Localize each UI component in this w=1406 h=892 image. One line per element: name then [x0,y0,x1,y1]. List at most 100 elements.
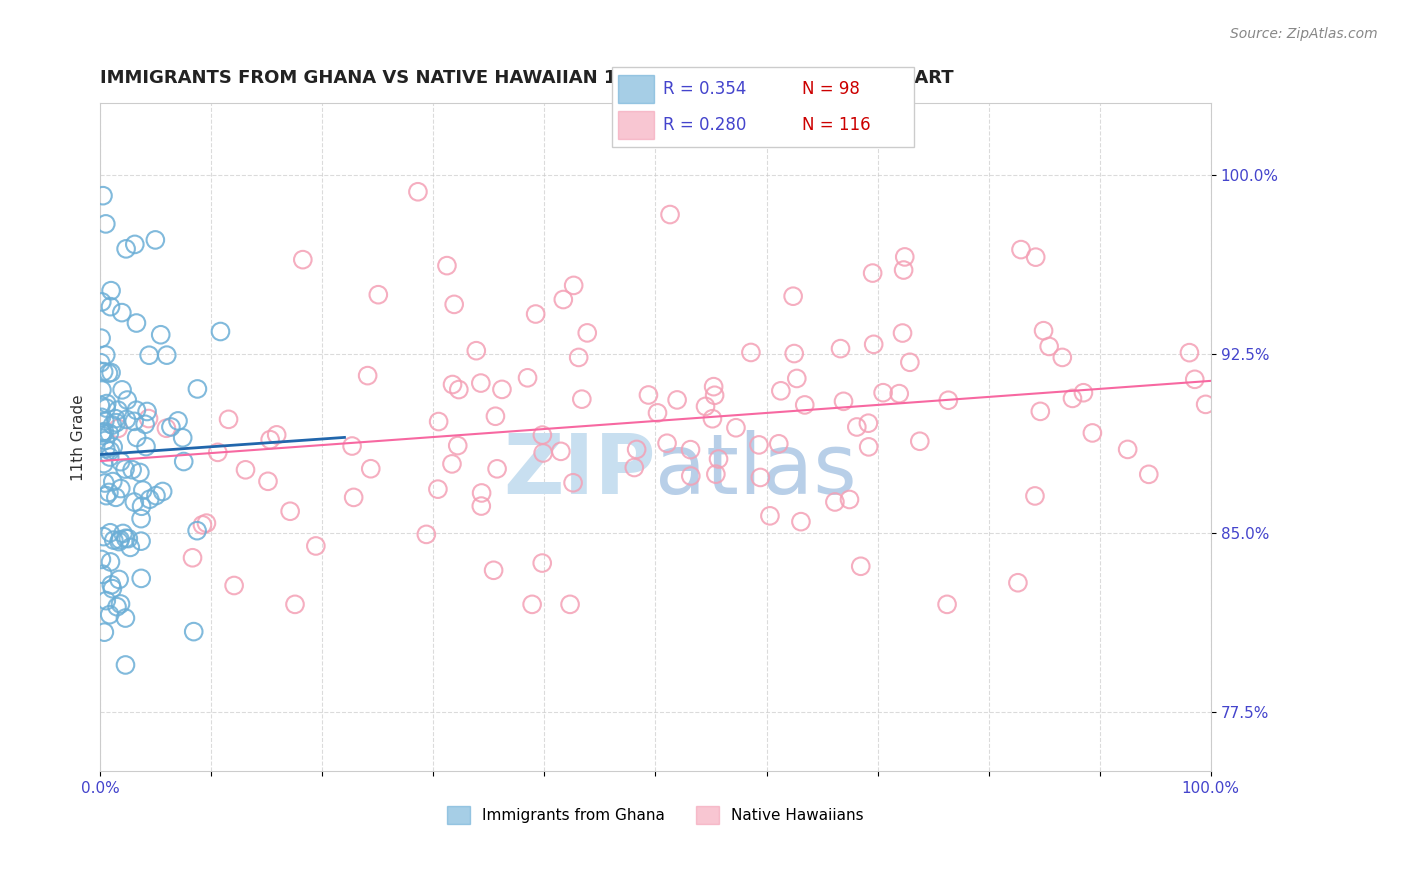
Point [90,552,112,566]
Point [160,420,183,434]
Point [898,355,921,369]
Point [120,541,142,555]
Point [562,475,585,490]
Point [93,457,115,471]
Point [702,411,724,425]
Text: N = 98: N = 98 [801,79,860,97]
Point [129,534,152,549]
Point [98,607,121,622]
Point [491,383,513,397]
Point [125,430,148,444]
Point [647,406,669,420]
Point [122,414,145,428]
Point [1137,467,1160,482]
FancyBboxPatch shape [617,75,654,103]
Point [553,293,575,307]
Point [740,345,762,359]
Point [93,365,115,379]
Point [520,598,543,612]
Point [138,348,160,362]
Point [470,376,492,390]
Point [110,597,132,611]
Point [1052,351,1074,365]
Point [1029,404,1052,418]
Text: R = 0.280: R = 0.280 [664,116,747,134]
Point [167,414,190,428]
Point [131,500,153,514]
Point [115,242,138,256]
Point [858,416,880,430]
Point [558,598,581,612]
Point [360,461,382,475]
Point [91,425,114,440]
Point [1038,339,1060,353]
Point [1032,324,1054,338]
Point [786,371,808,385]
Point [531,428,554,442]
Point [443,297,465,311]
Point [531,446,554,460]
Point [470,499,492,513]
Point [524,307,547,321]
Point [291,252,314,267]
Point [100,555,122,569]
Point [824,495,846,509]
Point [125,316,148,330]
Point [266,427,288,442]
Point [436,259,458,273]
Point [129,571,152,585]
Point [135,440,157,454]
Point [173,454,195,468]
Point [138,411,160,425]
Point [367,287,389,301]
Point [98,450,121,464]
Point [104,411,127,425]
Point [93,530,115,544]
Point [114,657,136,672]
Point [679,442,702,457]
Point [91,567,114,582]
Point [104,491,127,505]
Point [858,440,880,454]
Point [94,217,117,231]
Point [1178,345,1201,359]
Point [426,482,449,496]
Point [110,482,132,496]
Point [101,475,124,489]
Text: N = 116: N = 116 [801,116,870,134]
Point [415,527,437,541]
Point [218,412,240,426]
FancyBboxPatch shape [612,67,914,147]
Point [704,467,727,482]
Point [482,563,505,577]
Point [356,368,378,383]
Point [93,425,115,439]
Point [91,425,114,440]
Point [571,392,593,406]
Point [156,348,179,362]
Text: IMMIGRANTS FROM GHANA VS NATIVE HAWAIIAN 11TH GRADE CORRELATION CHART: IMMIGRANTS FROM GHANA VS NATIVE HAWAIIAN… [100,69,953,87]
Point [209,325,232,339]
Point [207,445,229,459]
Point [110,455,132,469]
Point [891,326,914,340]
Point [94,348,117,362]
Text: Source: ZipAtlas.com: Source: ZipAtlas.com [1230,27,1378,41]
Point [100,300,122,314]
Point [748,438,770,452]
Point [134,417,156,432]
Point [191,517,214,532]
Point [124,495,146,509]
Point [94,434,117,448]
Point [893,263,915,277]
Point [305,539,328,553]
Point [100,366,122,380]
Point [136,404,159,418]
Point [531,556,554,570]
Point [862,337,884,351]
Point [98,426,121,441]
Point [832,394,855,409]
Point [186,524,208,538]
Point [107,403,129,417]
Point [96,401,118,415]
